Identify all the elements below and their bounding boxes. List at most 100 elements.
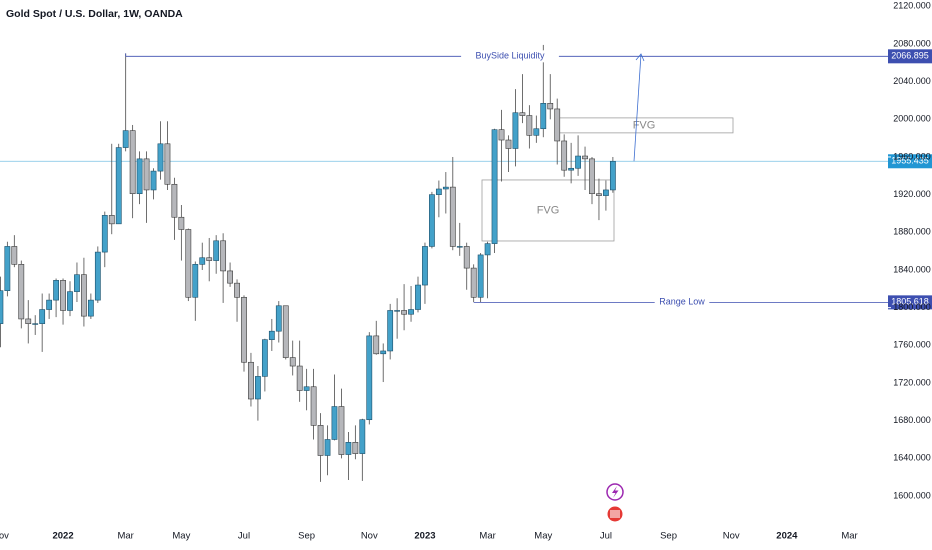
candle-body [192,264,199,298]
candle-body [53,280,59,301]
candle-body [575,155,581,169]
candle-body [150,170,157,191]
candle-body [136,158,143,195]
candle-body [331,406,338,440]
candle-body [32,323,39,325]
plot-area: FVG FVG [0,44,888,482]
candle-body [60,280,66,311]
candle-body [129,130,136,195]
candle-body [422,246,428,286]
candle-body [81,274,87,317]
candle-body [206,257,213,261]
x-tick-label: Mar [841,531,857,542]
candle-body [463,246,470,269]
candle-body [547,103,554,110]
annotations: BuySide Liquidity 2066.895 Range Low 1805.6… [125,49,932,310]
y-tick-label: 1640.000 [893,453,931,463]
x-tick-label: Sep [298,531,315,542]
candle-body [338,406,345,455]
candle-body [255,376,261,400]
fvg-label: FVG [633,119,656,131]
candle-body [533,128,540,136]
candle-body [122,130,129,148]
candle-body [94,251,101,301]
candle-body [18,264,25,320]
y-tick-label: 2080.000 [893,38,931,48]
candle-body [401,310,407,315]
level-label: Range Low [659,297,705,307]
candle-body [568,167,575,171]
candle-body [164,143,171,185]
candle-body [415,284,421,310]
level-label-bg [461,50,559,63]
flag-glyph [610,510,620,518]
price-tag-label: 1955.435 [891,156,929,166]
price-tag [888,154,932,169]
candle-body [178,216,185,230]
candle-body [67,291,73,311]
x-tick-label: 2024 [776,531,798,542]
candle-body [589,158,595,195]
candle-body [442,186,449,190]
candle-body [303,386,310,391]
candle-body [526,115,533,136]
candle-body [373,335,380,355]
candle-body [394,310,401,312]
x-tick-label: 2023 [414,531,435,542]
candle-body [408,309,414,315]
x-tick-label: Mar [117,531,133,542]
candle-body [603,189,609,196]
x-tick-label: May [534,531,552,542]
candle-body [101,215,108,253]
candle-body [296,365,303,391]
candle-body [143,158,150,191]
candle-body [366,335,373,421]
candle-body [39,309,46,324]
y-tick-label: 1920.000 [893,189,931,199]
candle-body [484,243,491,256]
candle-body [87,299,94,317]
candle-body [0,290,4,324]
x-tick-label: Mar [479,531,495,542]
candle-body [512,112,519,149]
chart-title: Gold Spot / U.S. Dollar, 1W, OANDA [6,8,183,20]
level-label: BuySide Liquidity [475,51,545,61]
candle-body [310,386,317,426]
candle-body [115,147,122,225]
x-tick-label: Nov [361,531,378,542]
candle-body [108,215,115,225]
level-label-bg [654,296,710,309]
candle-body [74,274,80,292]
candle-body [519,112,526,116]
candle-body [352,442,359,454]
candle-body [380,350,387,355]
candle-body [275,305,282,332]
candle-body [540,103,547,130]
x-tick-label: Nov [0,531,9,542]
y-tick-label: 1600.000 [893,490,931,500]
candle-body [46,299,53,310]
candle-body [261,339,268,377]
candle-body [470,267,477,298]
candle-body [248,361,254,400]
y-tick-label: 1800.000 [893,302,931,312]
candle-body [456,246,463,248]
candle-body [157,143,164,172]
candle-body [429,194,435,247]
candle-body [435,188,442,195]
candle-body [554,108,561,142]
candle-body [227,270,233,284]
candle-body [317,425,324,456]
y-tick-label: 2040.000 [893,76,931,86]
y-tick-label: 1960.000 [893,151,931,161]
candle-body [561,140,568,171]
x-tick-label: 2022 [52,531,73,542]
y-tick-label: 1880.000 [893,227,931,237]
y-tick-label: 1720.000 [893,377,931,387]
candle-body [477,254,484,298]
price-tag-label: 1805.618 [891,297,929,307]
candle-body [359,419,366,454]
y-tick-label: 2000.000 [893,114,931,124]
candle-body [345,442,352,455]
